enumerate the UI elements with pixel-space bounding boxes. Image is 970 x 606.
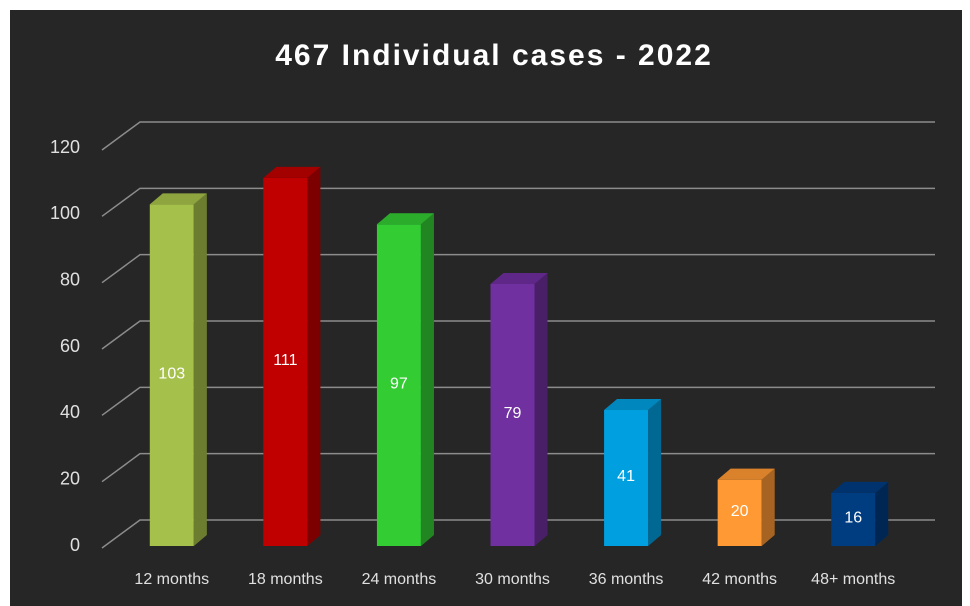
x-tick-label: 18 months — [248, 571, 323, 588]
bar — [263, 177, 308, 546]
bar-top-shade — [604, 399, 662, 411]
bar-top — [717, 468, 775, 480]
data-label: 41 — [617, 468, 635, 485]
grid-line — [101, 187, 935, 217]
y-tick-label: 80 — [60, 269, 80, 289]
data-label: 111 — [273, 352, 297, 369]
bar-top — [604, 399, 662, 411]
bar — [490, 283, 535, 546]
bar-side — [307, 166, 321, 546]
x-tick-label: 48+ months — [811, 571, 895, 588]
bar-top — [490, 272, 548, 284]
y-tick-label: 60 — [60, 336, 80, 356]
bar — [376, 224, 421, 547]
chart-title: 467 Individual cases - 2022 — [275, 39, 713, 72]
bar-side — [193, 193, 207, 546]
grid-line — [101, 121, 935, 151]
bar — [149, 204, 194, 546]
grid-line — [101, 386, 935, 416]
y-tick-label: 40 — [60, 402, 80, 422]
bar-side — [420, 213, 434, 547]
x-tick-label: 36 months — [589, 571, 664, 588]
bar-side-shade — [420, 213, 434, 547]
x-tick-label: 42 months — [702, 571, 777, 588]
bar-side-shade — [193, 193, 207, 546]
y-tick-label: 20 — [60, 468, 80, 488]
bar-side — [534, 272, 548, 546]
bar-side — [761, 468, 775, 546]
data-label: 97 — [390, 375, 408, 392]
grid-line — [101, 253, 935, 284]
bar — [604, 410, 649, 546]
bar-top-shade — [263, 166, 321, 178]
bar-top-shade — [149, 193, 207, 205]
y-tick-label: 0 — [70, 535, 80, 555]
data-label: 79 — [504, 405, 522, 422]
bar-top — [263, 166, 321, 178]
y-tick-label: 100 — [50, 203, 80, 223]
grid-line — [101, 519, 935, 549]
bar — [831, 492, 876, 546]
bar — [717, 479, 762, 546]
bar-side-shade — [534, 272, 548, 546]
data-label: 103 — [158, 365, 185, 382]
y-tick-label: 120 — [50, 137, 80, 157]
x-tick-label: 30 months — [475, 571, 550, 588]
grid-line — [101, 320, 935, 350]
x-tick-label: 24 months — [362, 571, 437, 588]
bar-top — [149, 193, 207, 205]
data-label: 16 — [844, 510, 862, 527]
data-label: 20 — [731, 503, 749, 520]
x-tick-label: 12 months — [134, 571, 209, 588]
bar-top — [831, 481, 889, 493]
bar-side-shade — [307, 166, 321, 546]
bar-top — [376, 213, 434, 225]
bar-side-shade — [761, 468, 775, 546]
bar-side — [648, 399, 662, 546]
bar-top-shade — [376, 213, 434, 225]
grid-line — [101, 452, 935, 483]
bar-top-shade — [831, 481, 889, 493]
bar-side-shade — [648, 399, 662, 546]
bar-top-shade — [490, 272, 548, 284]
bar-side — [875, 481, 889, 546]
bar-top-shade — [717, 468, 775, 480]
bar-side-shade — [875, 481, 889, 546]
